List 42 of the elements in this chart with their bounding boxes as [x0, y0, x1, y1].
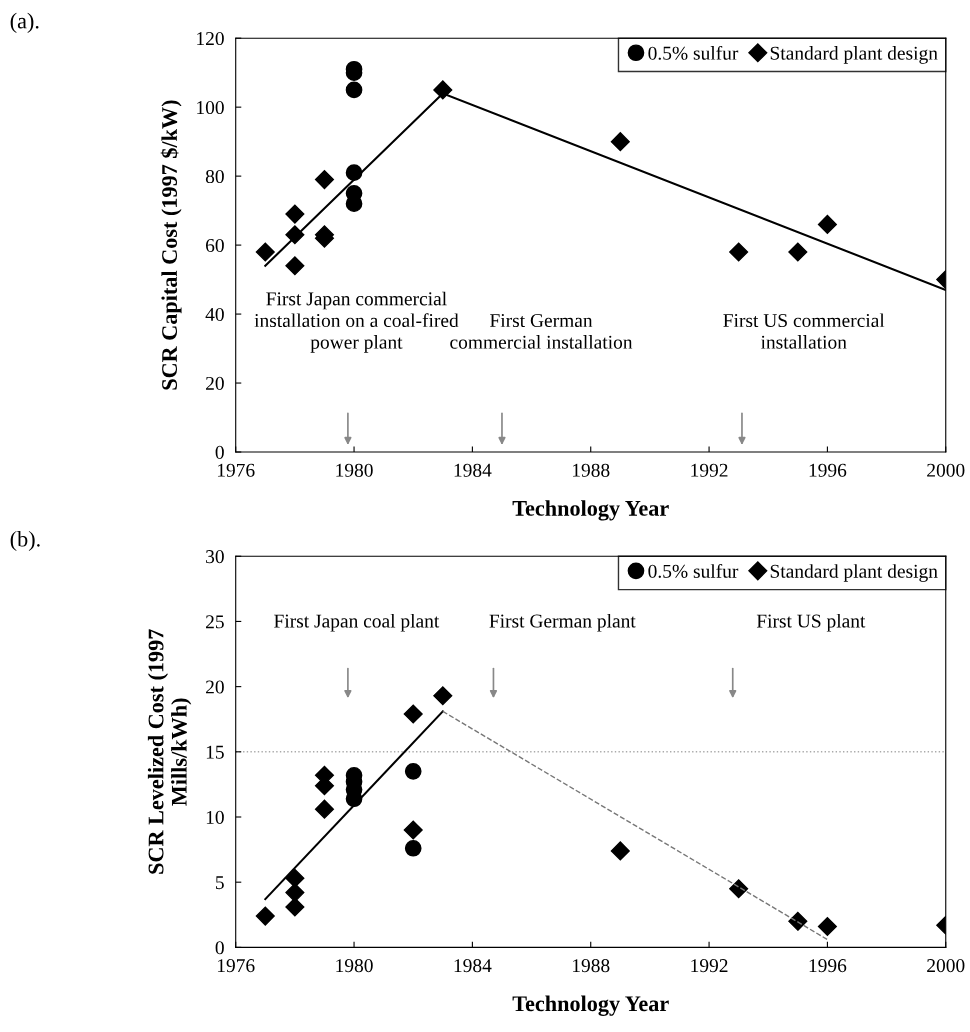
y-tick-label: 80 [205, 169, 224, 184]
x-tick-label: 1976 [217, 959, 255, 973]
y-axis-title: SCR Capital Cost (1997 $/kW) [160, 100, 182, 390]
y-tick-label: 20 [206, 680, 224, 694]
y-tick-label: 20 [206, 376, 224, 390]
y-tick-label: 15 [206, 745, 224, 759]
y-tick-label: 25 [206, 615, 224, 629]
annotation: First Japan coal plant [274, 613, 440, 632]
x-tick-label: 1996 [809, 463, 847, 477]
x-tick-label: 1988 [573, 959, 610, 973]
legend-label: Standard plant design [770, 564, 938, 582]
y-tick-label: 100 [197, 100, 224, 115]
text: (b). [10, 530, 40, 552]
x-tick-label: 1980 [336, 959, 373, 973]
y-tick-label: 0 [215, 941, 224, 955]
x-tick-label: 1984 [454, 463, 492, 477]
x-axis-title: Technology Year [512, 995, 669, 1016]
y-tick-label: 10 [206, 810, 224, 824]
annotation: First US plant [756, 613, 866, 632]
y-tick-label: 5 [216, 876, 224, 890]
x-tick-label: 1996 [809, 959, 847, 973]
text: (a). [10, 12, 39, 34]
y-tick-label: 0 [215, 445, 224, 459]
legend-label: Standard plant design [770, 46, 938, 64]
y-tick-label: 120 [197, 32, 224, 46]
legend-label: 0.5% sulfur [648, 563, 739, 578]
y-axis-title: SCR Levelized Cost (1997 Mills/kWh) [147, 629, 192, 874]
y-tick-label: 30 [206, 550, 224, 564]
x-tick-label: 1988 [573, 463, 610, 477]
y-tick-label: 40 [205, 307, 224, 322]
x-tick-label: 1992 [691, 959, 728, 973]
x-tick-label: 2000 [927, 959, 965, 973]
annotation: First US commercial installation [723, 313, 885, 349]
legend-label: 0.5% sulfur [648, 45, 739, 60]
x-tick-label: 2000 [927, 463, 965, 477]
y-tick-label: 60 [205, 238, 224, 253]
x-tick-label: 1976 [217, 463, 255, 477]
x-axis-title: Technology Year [512, 500, 669, 521]
x-tick-label: 1984 [454, 959, 492, 973]
x-tick-label: 1980 [336, 463, 373, 477]
x-tick-label: 1992 [691, 463, 728, 477]
annotation: First German plant [489, 613, 636, 632]
